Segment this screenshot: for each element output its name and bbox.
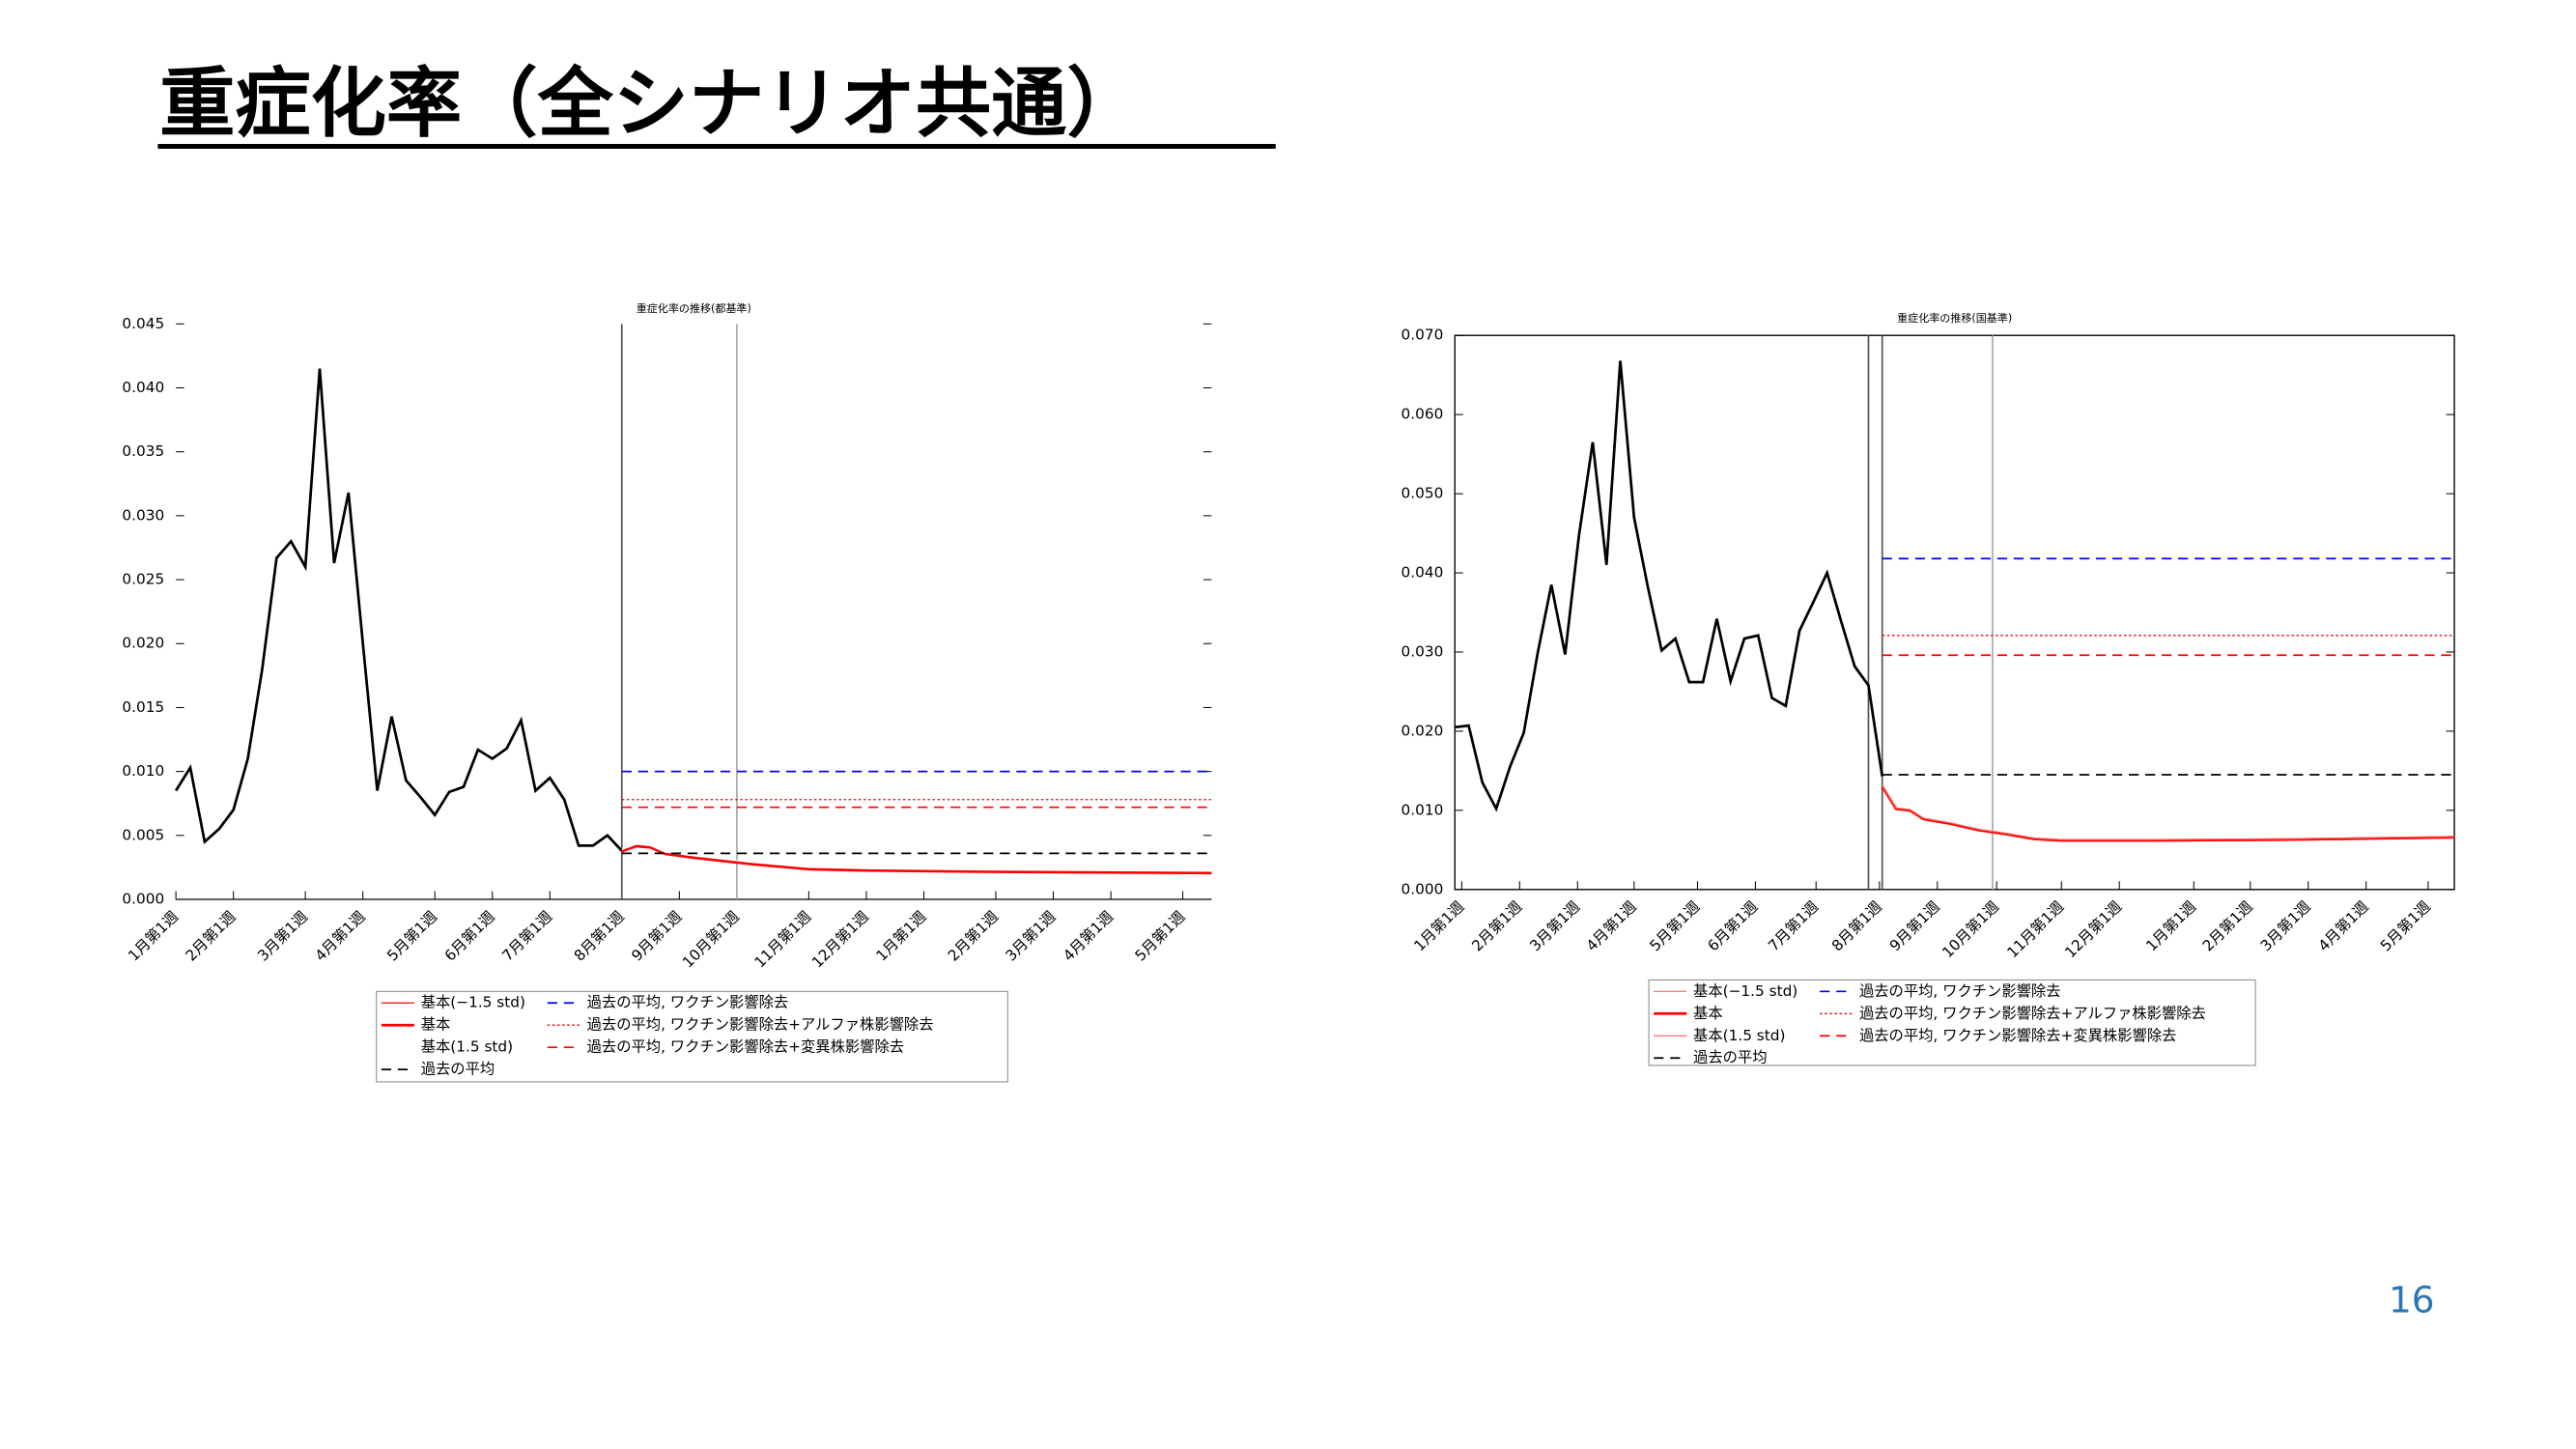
legend-box — [1648, 979, 2256, 1066]
x-tick-label: 11月第1週 — [2003, 897, 2067, 961]
x-tick-label: 3月第1週 — [1526, 897, 1583, 954]
x-tick-label: 8月第1週 — [571, 908, 628, 965]
x-tick-label: 3月第1週 — [1003, 908, 1060, 965]
y-tick-label: 0.000 — [122, 891, 164, 908]
x-tick-label: 6月第1週 — [441, 908, 498, 965]
series-line — [174, 368, 623, 852]
legend-label: 基本(1.5 std) — [1693, 1027, 1785, 1044]
y-tick-label: 0.015 — [122, 698, 164, 716]
y-tick-label: 0.020 — [122, 635, 164, 652]
x-tick-label: 9月第1週 — [1886, 897, 1943, 954]
x-tick-label: 1月第1週 — [125, 908, 182, 965]
legend-label: 過去の平均, ワクチン影響除去 — [1859, 982, 2061, 1000]
x-tick-label: 2月第1週 — [183, 908, 240, 965]
y-tick-label: 0.050 — [1401, 485, 1444, 502]
x-tick-label: 11月第1週 — [751, 908, 815, 972]
legend-label: 基本 — [421, 1016, 451, 1034]
y-tick-label: 0.040 — [1401, 564, 1444, 582]
x-tick-label: 3月第1週 — [2257, 897, 2314, 954]
y-tick-label: 0.070 — [1401, 327, 1444, 344]
series-line — [1882, 786, 2455, 842]
legend-label: 基本(−1.5 std) — [1693, 982, 1798, 1000]
x-tick-label: 5月第1週 — [1647, 897, 1704, 954]
y-tick-label: 0.020 — [1401, 722, 1444, 739]
x-tick-label: 1月第1週 — [873, 908, 930, 965]
x-tick-label: 6月第1週 — [1704, 897, 1761, 954]
x-tick-label: 10月第1週 — [679, 908, 743, 972]
y-tick-label: 0.025 — [122, 571, 164, 588]
y-tick-label: 0.045 — [122, 315, 164, 332]
legend-label: 過去の平均, ワクチン影響除去+変異株影響除去 — [587, 1038, 904, 1056]
plot-frame — [1454, 334, 2455, 891]
x-tick-label: 4月第1週 — [1583, 897, 1640, 954]
slide-title: 重症化率（全シナリオ共通） — [159, 60, 1143, 148]
series-line — [1455, 360, 1884, 812]
legend-label: 過去の平均 — [421, 1061, 495, 1078]
x-tick-label: 5月第1週 — [383, 908, 440, 965]
y-tick-label: 0.035 — [122, 442, 164, 460]
x-tick-label: 3月第1週 — [254, 908, 311, 965]
y-tick-label: 0.010 — [122, 762, 164, 780]
x-tick-label: 2月第1週 — [1468, 897, 1525, 954]
x-tick-label: 4月第1週 — [312, 908, 369, 965]
y-tick-label: 0.040 — [122, 379, 164, 396]
x-tick-label: 1月第1週 — [2142, 897, 2199, 954]
x-tick-label: 4月第1週 — [2315, 897, 2372, 954]
x-tick-label: 8月第1週 — [1828, 897, 1885, 954]
x-tick-label: 5月第1週 — [1132, 908, 1189, 965]
chart-title: 重症化率の推移(国基準) — [1897, 311, 2012, 325]
legend-label: 過去の平均, ワクチン影響除去+変異株影響除去 — [1859, 1027, 2176, 1044]
y-tick-label: 0.000 — [1401, 880, 1444, 897]
y-tick-label: 0.010 — [1401, 801, 1444, 818]
x-tick-label: 12月第1週 — [2061, 897, 2125, 961]
x-tick-label: 5月第1週 — [2377, 897, 2434, 954]
legend-label: 過去の平均, ワクチン影響除去+アルファ株影響除去 — [587, 1016, 934, 1034]
chart-title: 重症化率の推移(都基準) — [637, 301, 751, 315]
y-tick-label: 0.060 — [1401, 406, 1444, 423]
page-number: 16 — [2389, 1278, 2435, 1321]
x-tick-label: 10月第1週 — [1939, 897, 2002, 961]
y-tick-label: 0.030 — [122, 506, 164, 524]
x-tick-label: 7月第1週 — [1765, 897, 1822, 954]
legend-label: 基本 — [1693, 1005, 1723, 1022]
x-tick-label: 12月第1週 — [808, 908, 872, 972]
legend-label: 過去の平均, ワクチン影響除去 — [587, 994, 789, 1011]
x-tick-label: 9月第1週 — [628, 908, 685, 965]
x-tick-label: 7月第1週 — [498, 908, 555, 965]
legend-label: 基本(−1.5 std) — [421, 994, 525, 1011]
legend-label: 過去の平均, ワクチン影響除去+アルファ株影響除去 — [1859, 1005, 2206, 1022]
x-tick-label: 2月第1週 — [945, 908, 1002, 965]
x-tick-label: 2月第1週 — [2199, 897, 2256, 954]
legend-box — [376, 990, 1008, 1083]
series-line — [1881, 785, 2455, 842]
y-tick-label: 0.005 — [122, 826, 164, 843]
legend-label: 基本(1.5 std) — [421, 1038, 513, 1056]
legend-label: 過去の平均 — [1693, 1049, 1768, 1066]
series-line — [1882, 785, 2455, 840]
series-line — [621, 844, 1212, 874]
x-tick-label: 1月第1週 — [1410, 897, 1467, 954]
y-tick-label: 0.030 — [1401, 642, 1444, 660]
x-tick-label: 4月第1週 — [1060, 908, 1117, 965]
series-line — [621, 843, 1212, 872]
